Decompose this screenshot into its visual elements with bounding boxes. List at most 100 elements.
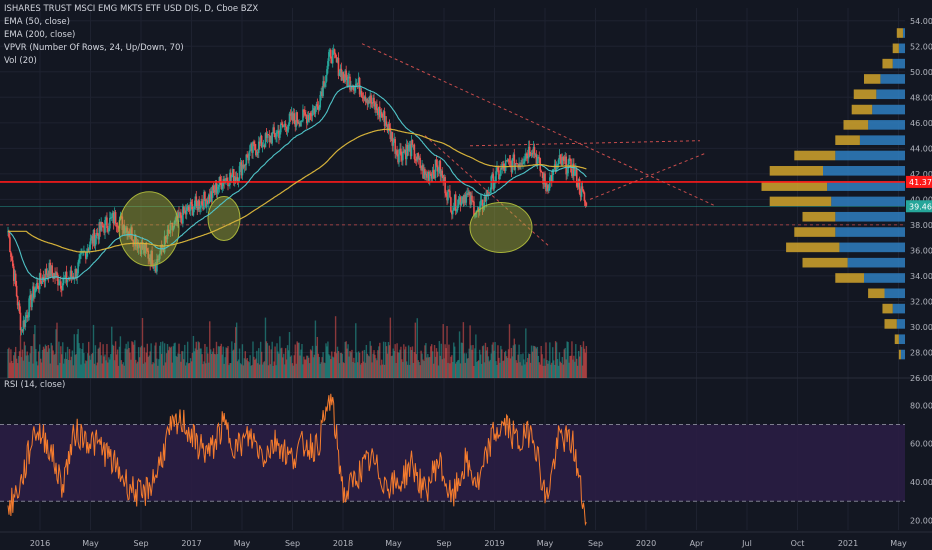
volume-bar (381, 364, 384, 378)
volume-bar (504, 350, 507, 378)
ema50-legend[interactable]: EMA (50, close) (4, 17, 70, 27)
volume-bar (248, 362, 250, 378)
volume-bar (144, 362, 147, 378)
candle-body (359, 91, 362, 95)
volume-bar (234, 327, 237, 378)
volume-bar (183, 359, 185, 378)
volume-bar (125, 343, 127, 378)
volume-bar (533, 346, 536, 378)
candle-body (255, 150, 257, 156)
volume-bar (172, 346, 174, 378)
candle-body (163, 236, 166, 253)
candle-body (582, 189, 585, 193)
volume-bar (390, 356, 393, 378)
vpvr-row-down (882, 58, 893, 69)
candle-body (239, 162, 242, 167)
volume-bar (369, 341, 371, 378)
candle-body (355, 83, 358, 85)
candle-body (270, 135, 273, 144)
volume-bar (111, 326, 113, 378)
candle-body (581, 186, 584, 190)
volume-bar (202, 364, 204, 378)
vpvr-row-down (894, 334, 899, 345)
volume-bar (71, 350, 74, 378)
candle-body (39, 273, 42, 282)
volume-bar (276, 343, 278, 378)
volume-bar (222, 346, 224, 378)
volume-bar (107, 362, 109, 378)
ema50-line (7, 85, 587, 280)
volume-bar (73, 334, 75, 378)
volume-bar (576, 358, 578, 378)
candle-body (16, 296, 19, 306)
volume-bar (349, 351, 351, 378)
vpvr-row-down (802, 211, 836, 222)
candle-body (23, 320, 26, 327)
volume-bar (175, 355, 177, 378)
volume-bar (155, 342, 157, 378)
candle-body (425, 174, 427, 176)
candle-body (393, 139, 396, 142)
candle-body (281, 124, 284, 128)
candle-body (298, 123, 300, 125)
volume-bar (275, 365, 277, 378)
candle-body (418, 157, 420, 159)
volume-bar (83, 352, 85, 378)
candle-body (162, 249, 165, 253)
candle-body (322, 81, 324, 96)
candle-body (574, 171, 576, 176)
candle-body (513, 154, 516, 170)
candle-body (332, 49, 335, 51)
candle-body (101, 221, 103, 226)
volume-bar (117, 365, 120, 378)
candle-body (571, 172, 573, 177)
volume-legend[interactable]: Vol (20) (4, 56, 37, 66)
candle-body (316, 104, 319, 107)
time-tick-label: 2018 (333, 539, 353, 548)
candle-body (339, 68, 342, 73)
volume-bar (412, 362, 415, 378)
volume-bar (137, 347, 140, 378)
candle-body (36, 282, 39, 289)
candle-body (404, 150, 407, 160)
price-tick-label: 30.00 (910, 323, 932, 332)
volume-bar (21, 349, 24, 378)
candle-body (529, 154, 532, 156)
rsi-legend[interactable]: RSI (14, close) (4, 380, 66, 390)
volume-bar (559, 361, 562, 378)
volume-bar (214, 354, 217, 378)
volume-bar (478, 360, 480, 378)
candle-body (184, 210, 187, 215)
volume-bar (554, 341, 557, 378)
volume-bar (382, 341, 385, 378)
candle-body (405, 145, 408, 160)
candle-body (490, 176, 493, 190)
volume-bar (173, 343, 175, 378)
candle-body (381, 116, 384, 118)
volume-bar (447, 362, 449, 378)
volume-bar (423, 360, 425, 378)
candle-body (526, 155, 529, 159)
volume-bar (460, 342, 463, 378)
volume-bar (326, 346, 328, 378)
vpvr-legend[interactable]: VPVR (Number Of Rows, 24, Up/Down, 70) (4, 43, 184, 53)
candle-body (281, 123, 283, 125)
candle-body (58, 284, 60, 286)
candle-body (438, 161, 441, 171)
price-tick-label: 54.00 (910, 17, 932, 26)
volume-bar (241, 344, 244, 378)
candle-body (208, 194, 211, 202)
volume-bar (69, 360, 72, 378)
volume-bar (245, 359, 247, 378)
candle-body (149, 258, 151, 265)
candle-body (558, 155, 561, 160)
candle-body (382, 111, 385, 118)
candle-body (344, 70, 347, 82)
volume-bar (312, 357, 315, 378)
candle-body (525, 153, 527, 159)
candle-body (306, 115, 309, 124)
ema200-legend[interactable]: EMA (200, close) (4, 30, 76, 40)
candle-body (232, 169, 235, 184)
candle-body (242, 164, 245, 168)
